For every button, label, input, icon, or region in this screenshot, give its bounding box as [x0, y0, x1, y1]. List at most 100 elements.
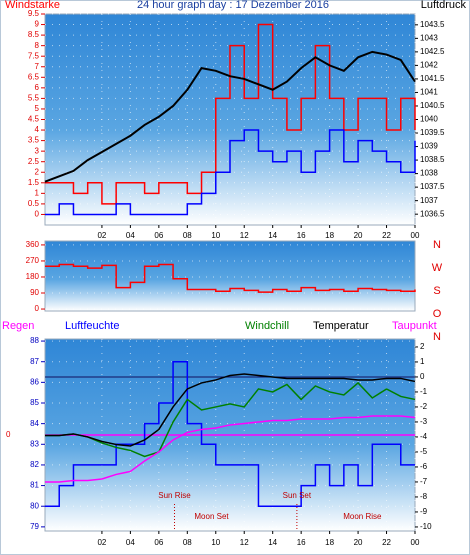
y-tick-label: 4 — [35, 125, 40, 134]
y-tick-label: 81 — [30, 481, 39, 490]
x-tick-label: 16 — [297, 538, 306, 547]
series-line — [45, 263, 416, 293]
legend-label: Windstarke — [5, 0, 60, 11]
y2-tick-label: 2 — [420, 342, 425, 351]
legend-label: Taupunkt — [392, 320, 437, 332]
series-line — [45, 360, 415, 507]
x-tick-label: 02 — [97, 538, 106, 547]
x-tick-label: 04 — [126, 231, 135, 240]
x-tick-label: 00 — [411, 231, 420, 240]
y-tick-label: 360 — [26, 240, 40, 249]
y2-tick-label: -6 — [420, 462, 428, 471]
y-tick-label: 0.5 — [28, 199, 40, 208]
x-tick-label: 10 — [211, 538, 220, 547]
y2-tick-label: -10 — [420, 522, 432, 531]
x-tick-label: 08 — [183, 538, 192, 547]
y2-tick-label: 1039 — [420, 142, 438, 151]
y-tick-label: 270 — [26, 256, 40, 265]
y2-tick-label: -5 — [420, 447, 428, 456]
y2-tick-label: -7 — [420, 477, 428, 486]
y-tick-label: 8.5 — [28, 30, 40, 39]
y-tick-label: 83 — [30, 439, 39, 448]
legend-label: Regen — [2, 320, 34, 332]
y-tick-label: 88 — [30, 336, 39, 345]
x-tick-label: 14 — [268, 538, 277, 547]
series-line — [45, 373, 416, 447]
y-tick-label: 9.5 — [28, 9, 40, 18]
y2-tick-label: 1038 — [420, 169, 438, 178]
y-tick-label: 1 — [35, 188, 40, 197]
x-tick-label: 18 — [325, 231, 334, 240]
y-tick-label: 3 — [35, 146, 40, 155]
y-tick-label: 180 — [26, 272, 40, 281]
y-tick-label: 7 — [35, 62, 40, 71]
y-tick-label: 2.5 — [28, 157, 40, 166]
x-tick-label: 16 — [297, 231, 306, 240]
y2-tick-label: 1043.5 — [420, 20, 445, 29]
x-tick-label: 20 — [354, 231, 363, 240]
y-tick-label: 84 — [30, 419, 39, 428]
y-tick-label: 6.5 — [28, 72, 40, 81]
legend-label: Temperatur — [313, 320, 369, 332]
x-tick-label: 20 — [354, 538, 363, 547]
compass-label: N — [433, 331, 441, 343]
y-tick-label: 90 — [30, 288, 39, 297]
x-tick-label: 04 — [126, 538, 135, 547]
y2-tick-label: 1041.5 — [420, 74, 445, 83]
y-tick-label: 4.5 — [28, 115, 40, 124]
annotation: Sun Rise — [158, 491, 191, 500]
y2-tick-label: 1036.5 — [420, 209, 445, 218]
compass-label: S — [433, 285, 440, 297]
x-tick-label: 18 — [325, 538, 334, 547]
legend-label: Windchill — [245, 320, 289, 332]
x-tick-label: 22 — [382, 538, 391, 547]
y-tick-label: 0 — [35, 210, 40, 219]
compass-label: W — [432, 262, 443, 274]
y2-tick-label: 0 — [420, 372, 425, 381]
chart-title: 24 hour graph day : 17 Dezember 2016 — [137, 0, 329, 11]
x-tick-label: 06 — [154, 231, 163, 240]
legend-label: Luftdruck — [421, 0, 467, 11]
y-tick-label: 0 — [35, 304, 40, 313]
y2-tick-label: 1042.5 — [420, 47, 445, 56]
y2-tick-label: 1043 — [420, 33, 438, 42]
y2-tick-label: -4 — [420, 432, 428, 441]
x-tick-label: 08 — [183, 231, 192, 240]
x-tick-label: 22 — [382, 231, 391, 240]
y-tick-label: 86 — [30, 377, 39, 386]
y2-tick-label: -9 — [420, 507, 428, 516]
y2-tick-label: 1040.5 — [420, 101, 445, 110]
y-tick-label: 79 — [30, 522, 39, 531]
y3-tick-label: 0 — [6, 430, 11, 439]
x-tick-label: 12 — [240, 231, 249, 240]
y-tick-label: 1.5 — [28, 178, 40, 187]
y2-tick-label: 1 — [420, 357, 425, 366]
annotation: Moon Rise — [343, 512, 382, 521]
series-line — [45, 129, 416, 216]
y2-tick-label: 1038.5 — [420, 155, 445, 164]
y-tick-label: 5 — [35, 104, 40, 113]
x-tick-label: 14 — [268, 231, 277, 240]
legend-label: Luftfeuchte — [65, 320, 119, 332]
y-tick-label: 85 — [30, 398, 39, 407]
y2-tick-label: 1037.5 — [420, 182, 445, 191]
x-tick-label: 10 — [211, 231, 220, 240]
x-tick-label: 12 — [240, 538, 249, 547]
y-tick-label: 80 — [30, 501, 39, 510]
x-tick-label: 00 — [411, 538, 420, 547]
y-tick-label: 87 — [30, 357, 39, 366]
series-line — [44, 50, 416, 183]
y-tick-label: 8 — [35, 41, 40, 50]
y2-tick-label: -8 — [420, 492, 428, 501]
y-tick-label: 7.5 — [28, 51, 40, 60]
series-line — [45, 381, 416, 458]
y2-tick-label: 1042 — [420, 61, 438, 70]
x-tick-label: 02 — [97, 231, 106, 240]
annotation: Sun Set — [283, 491, 312, 500]
y2-tick-label: 1040 — [420, 115, 438, 124]
y-tick-label: 9 — [35, 20, 40, 29]
y-tick-label: 6 — [35, 83, 40, 92]
compass-label: N — [433, 239, 441, 251]
y2-tick-label: 1041 — [420, 88, 438, 97]
y2-tick-label: 1039.5 — [420, 128, 445, 137]
